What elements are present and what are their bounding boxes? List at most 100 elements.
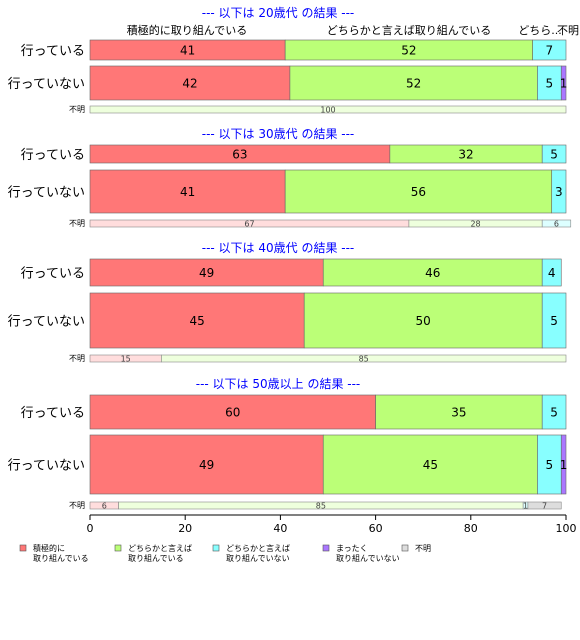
bar-segment <box>541 394 567 430</box>
bar-value-label: 52 <box>401 44 416 58</box>
unknown-row-label: 不明 <box>69 105 85 114</box>
legend-swatch <box>401 544 409 552</box>
legend-label: まったく <box>336 544 368 553</box>
panel-title: --- 以下は 30歳代 の結果 --- <box>202 127 355 141</box>
row-label: 行っている <box>21 267 85 282</box>
bar-segment <box>89 292 305 349</box>
bar-segment <box>289 65 538 101</box>
bar-segment <box>89 434 324 495</box>
unknown-bar-segment <box>161 354 567 363</box>
bar-value-label: 56 <box>411 185 426 199</box>
unknown-value-label: 6 <box>102 502 107 511</box>
unknown-value-label: 6 <box>554 220 559 229</box>
bar-value-label: 3 <box>555 185 563 199</box>
bar-value-label: 1 <box>560 458 568 472</box>
bar-value-label: 5 <box>546 458 554 472</box>
unknown-value-label: 85 <box>359 355 369 364</box>
legend-swatch <box>114 544 122 552</box>
bar-segment <box>89 258 324 287</box>
bar-segment <box>375 394 543 430</box>
bar-value-label: 5 <box>546 77 554 91</box>
unknown-value-label: 67 <box>244 220 254 229</box>
legend-swatch <box>19 544 27 552</box>
bar-value-label: 45 <box>189 314 204 328</box>
unknown-bar-segment <box>527 501 562 510</box>
row-label: 行っている <box>21 148 85 163</box>
legend-label: どちらかと言えば <box>226 543 290 553</box>
x-axis-tick-label: 40 <box>273 522 287 535</box>
legend-label: 取り組んでいない <box>226 553 290 563</box>
bar-value-label: 7 <box>546 44 554 58</box>
bar-value-label: 45 <box>423 458 438 472</box>
x-axis-tick-label: 80 <box>464 522 478 535</box>
bar-value-label: 4 <box>548 266 556 280</box>
bar-segment <box>541 258 562 287</box>
unknown-row-label: 不明 <box>69 354 85 363</box>
bar-value-label: 32 <box>458 148 473 162</box>
bar-value-label: 63 <box>232 148 247 162</box>
legend-label: 積極的に <box>33 543 65 553</box>
x-axis-tick-label: 100 <box>556 522 577 535</box>
unknown-bar-segment <box>541 219 572 228</box>
legend-label: 取り組んでいる <box>128 553 184 563</box>
bar-segment <box>89 394 376 430</box>
row-label: 行っている <box>21 406 85 421</box>
unknown-row-label: 不明 <box>69 219 85 228</box>
legend-label: どちらかと言えば <box>128 543 192 553</box>
legend-label: 不明 <box>415 544 431 553</box>
legend-label: 取り組んでいない <box>336 553 400 563</box>
bar-value-label: 42 <box>182 77 197 91</box>
bar-value-label: 50 <box>416 314 431 328</box>
row-label: 行っていない <box>8 459 85 474</box>
bar-value-label: 41 <box>180 185 195 199</box>
row-label: 行っていない <box>8 77 85 92</box>
bar-segment <box>322 258 543 287</box>
unknown-value-label: 100 <box>320 106 335 115</box>
x-axis-tick-label: 0 <box>87 522 94 535</box>
bar-value-label: 5 <box>550 406 558 420</box>
bar-value-label: 5 <box>550 148 558 162</box>
row-label: 行っている <box>21 44 85 59</box>
bar-segment <box>532 39 567 61</box>
row-label: 行っていない <box>8 186 85 201</box>
panel-title: --- 以下は 20歳代 の結果 --- <box>202 6 355 20</box>
bar-value-label: 5 <box>550 314 558 328</box>
unknown-value-label: 1 <box>523 502 528 511</box>
bar-value-label: 46 <box>425 266 440 280</box>
bar-segment <box>560 434 567 495</box>
panel-title: --- 以下は 40歳代 の結果 --- <box>202 241 355 255</box>
bar-segment <box>551 169 567 214</box>
bar-segment <box>541 292 567 349</box>
unknown-value-label: 7 <box>542 502 547 511</box>
x-axis-tick-label: 20 <box>178 522 192 535</box>
bar-segment <box>89 169 286 214</box>
bar-segment <box>541 144 567 164</box>
bar-segment <box>284 169 553 214</box>
bar-value-label: 41 <box>180 44 195 58</box>
legend-label: 取り組んでいる <box>33 553 89 563</box>
unknown-value-label: 85 <box>316 502 326 511</box>
bar-segment <box>322 434 538 495</box>
panel-title: --- 以下は 50歳以上 の結果 --- <box>196 377 361 391</box>
bar-value-label: 49 <box>199 266 214 280</box>
bar-value-label: 52 <box>406 77 421 91</box>
bar-segment <box>560 65 567 101</box>
unknown-bar-segment <box>89 105 567 114</box>
unknown-row-label: 不明 <box>69 501 85 510</box>
bar-value-label: 35 <box>451 406 466 420</box>
bar-value-label: 60 <box>225 406 240 420</box>
header-label: どちら... <box>518 24 562 37</box>
x-axis-tick-label: 60 <box>369 522 383 535</box>
bar-value-label: 1 <box>560 77 568 91</box>
row-label: 行っていない <box>8 315 85 330</box>
legend-swatch <box>322 544 330 552</box>
header-label: 積極的に取り組んでいる <box>127 23 247 37</box>
bar-value-label: 49 <box>199 458 214 472</box>
legend-swatch <box>212 544 220 552</box>
bar-segment <box>303 292 543 349</box>
header-label: 不明 <box>557 24 579 37</box>
unknown-value-label: 28 <box>470 220 480 229</box>
unknown-value-label: 15 <box>121 355 131 364</box>
